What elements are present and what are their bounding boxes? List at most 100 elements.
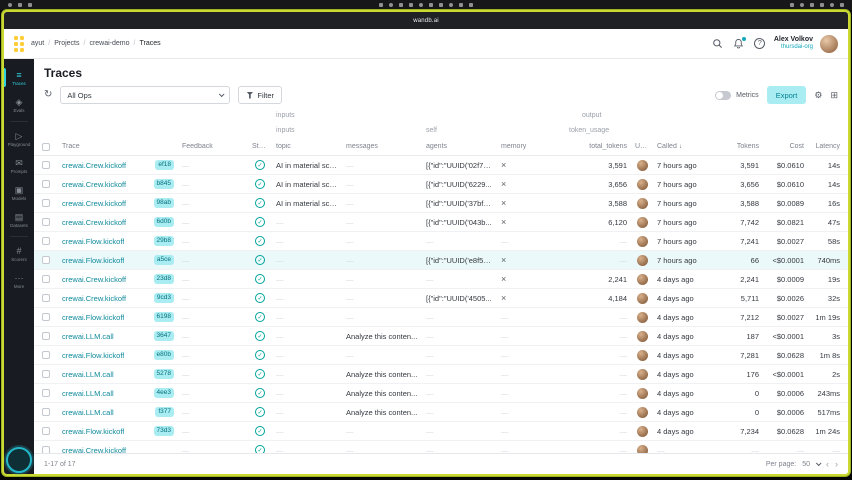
breadcrumb-projects[interactable]: Projects bbox=[54, 40, 80, 47]
breadcrumb-entity[interactable]: ayut bbox=[31, 40, 45, 47]
col-cost[interactable]: Cost bbox=[789, 143, 804, 150]
trace-id-badge[interactable]: 98ab bbox=[153, 198, 174, 208]
refresh-icon[interactable]: ↻ bbox=[44, 89, 53, 100]
trace-id-badge[interactable]: f377 bbox=[155, 407, 174, 417]
trace-link[interactable]: crewai.Crew.kickoff bbox=[62, 274, 127, 284]
next-page-button[interactable]: › bbox=[835, 458, 838, 469]
trace-id-badge[interactable]: 5278 bbox=[153, 369, 174, 379]
col-total-tokens[interactable]: total_tokens bbox=[589, 143, 627, 150]
table-row[interactable]: crewai.Crew.kickoff ef18 — ✓ AI in mater… bbox=[34, 156, 848, 175]
avatar[interactable] bbox=[820, 34, 838, 53]
trace-link[interactable]: crewai.LLM.call bbox=[62, 369, 114, 379]
sidebar-item-datasets[interactable]: ▤ Datasets bbox=[10, 211, 28, 228]
col-memory[interactable]: memory bbox=[501, 143, 527, 150]
row-checkbox[interactable] bbox=[42, 351, 50, 359]
table-row[interactable]: crewai.Crew.kickoff 98ab — ✓ AI in mater… bbox=[34, 194, 848, 213]
col-feedback[interactable]: Feedback bbox=[182, 143, 213, 150]
trace-link[interactable]: crewai.LLM.call bbox=[62, 407, 114, 417]
table-row[interactable]: crewai.Flow.kickoff a5ce — ✓ — — [{"id":… bbox=[34, 251, 848, 270]
gear-icon[interactable]: ⚙ bbox=[814, 89, 823, 100]
table-row[interactable]: crewai.Crew.kickoff 9cd3 — ✓ — — [{"id":… bbox=[34, 289, 848, 308]
metrics-toggle[interactable] bbox=[715, 90, 732, 100]
trace-link[interactable]: crewai.Crew.kickoff bbox=[62, 179, 127, 189]
trace-link[interactable]: crewai.Flow.kickoff bbox=[62, 255, 125, 265]
trace-id-badge[interactable]: 9cd3 bbox=[153, 293, 174, 303]
col-topic[interactable]: topic bbox=[276, 143, 291, 150]
sidebar-item-traces[interactable]: ≡ Traces bbox=[4, 64, 34, 91]
row-checkbox[interactable] bbox=[42, 161, 50, 169]
col-trace[interactable]: Trace bbox=[62, 143, 80, 150]
trace-id-badge[interactable]: 73d3 bbox=[153, 426, 174, 436]
table-row[interactable]: crewai.Crew.kickoff — ✓ — — — — — — — — … bbox=[34, 441, 848, 453]
trace-id-badge[interactable]: 29b8 bbox=[153, 236, 174, 246]
row-checkbox[interactable] bbox=[42, 180, 50, 188]
trace-link[interactable]: crewai.Crew.kickoff bbox=[62, 217, 127, 227]
help-icon[interactable]: ? bbox=[753, 37, 767, 51]
row-checkbox[interactable] bbox=[42, 294, 50, 302]
table-row[interactable]: crewai.LLM.call 4ee3 — ✓ — Analyze this … bbox=[34, 384, 848, 403]
ops-filter-select[interactable]: All Ops bbox=[60, 86, 231, 104]
table-row[interactable]: crewai.Flow.kickoff e80b — ✓ — — — — — 4… bbox=[34, 346, 848, 365]
table-row[interactable]: crewai.Flow.kickoff 29b8 — ✓ — — — — — 7… bbox=[34, 232, 848, 251]
table-row[interactable]: crewai.LLM.call 5278 — ✓ — Analyze this … bbox=[34, 365, 848, 384]
wandb-logo-icon[interactable] bbox=[14, 35, 24, 52]
export-button[interactable]: Export bbox=[766, 86, 807, 104]
trace-id-badge[interactable]: e80b bbox=[153, 350, 174, 360]
prev-page-button[interactable]: ‹ bbox=[826, 458, 829, 469]
trace-id-badge[interactable]: 4ee3 bbox=[153, 388, 174, 398]
row-checkbox[interactable] bbox=[42, 256, 50, 264]
col-tokens[interactable]: Tokens bbox=[736, 143, 759, 150]
row-checkbox[interactable] bbox=[42, 370, 50, 378]
table-row[interactable]: crewai.Flow.kickoff 73d3 — ✓ — — — — — 4… bbox=[34, 422, 848, 441]
trace-link[interactable]: crewai.LLM.call bbox=[62, 331, 114, 341]
trace-id-badge[interactable]: 6198 bbox=[153, 312, 174, 322]
sidebar-item-more[interactable]: ⋯ More bbox=[13, 272, 25, 289]
col-messages[interactable]: messages bbox=[346, 143, 378, 150]
notifications-bell-icon[interactable] bbox=[732, 36, 746, 51]
table-row[interactable]: crewai.LLM.call 3647 — ✓ — Analyze this … bbox=[34, 327, 848, 346]
trace-id-badge[interactable]: ef18 bbox=[155, 160, 174, 170]
select-all-checkbox[interactable] bbox=[42, 142, 50, 151]
user-menu[interactable]: Alex Volkov thursdai-org bbox=[774, 36, 813, 52]
col-called[interactable]: Called ↓ bbox=[657, 143, 682, 150]
trace-link[interactable]: crewai.Crew.kickoff bbox=[62, 198, 127, 208]
search-icon[interactable] bbox=[711, 37, 725, 51]
row-checkbox[interactable] bbox=[42, 237, 50, 245]
recording-indicator[interactable] bbox=[6, 447, 32, 473]
trace-link[interactable]: crewai.LLM.call bbox=[62, 388, 114, 398]
row-checkbox[interactable] bbox=[42, 408, 50, 416]
breadcrumb-project-name[interactable]: crewai-demo bbox=[89, 40, 130, 47]
trace-link[interactable]: crewai.Flow.kickoff bbox=[62, 350, 125, 360]
sidebar-item-playground[interactable]: ▷ Playground bbox=[7, 130, 31, 147]
sidebar-item-scorers[interactable]: # Scorers bbox=[11, 245, 27, 262]
row-checkbox[interactable] bbox=[42, 199, 50, 207]
table-row[interactable]: crewai.Flow.kickoff 6198 — ✓ — — — — — 4… bbox=[34, 308, 848, 327]
row-checkbox[interactable] bbox=[42, 275, 50, 283]
trace-id-badge[interactable]: 23d8 bbox=[153, 274, 174, 284]
row-checkbox[interactable] bbox=[42, 389, 50, 397]
trace-id-badge[interactable]: b845 bbox=[153, 179, 174, 189]
columns-grid-icon[interactable]: ⊞ bbox=[830, 89, 838, 100]
trace-link[interactable]: crewai.Crew.kickoff bbox=[62, 445, 127, 454]
table-row[interactable]: crewai.Crew.kickoff b845 — ✓ AI in mater… bbox=[34, 175, 848, 194]
sidebar-item-models[interactable]: ▣ Models bbox=[11, 184, 27, 201]
table-row[interactable]: crewai.Crew.kickoff 6d0b — ✓ — — [{"id":… bbox=[34, 213, 848, 232]
per-page-value[interactable]: 50 bbox=[802, 460, 810, 468]
row-checkbox[interactable] bbox=[42, 218, 50, 226]
row-checkbox[interactable] bbox=[42, 427, 50, 435]
trace-id-badge[interactable]: a5ce bbox=[153, 255, 174, 265]
trace-id-badge[interactable]: 6d0b bbox=[153, 217, 174, 227]
trace-link[interactable]: crewai.Crew.kickoff bbox=[62, 160, 127, 170]
row-checkbox[interactable] bbox=[42, 446, 50, 453]
trace-link[interactable]: crewai.Flow.kickoff bbox=[62, 236, 125, 246]
row-checkbox[interactable] bbox=[42, 313, 50, 321]
col-agents[interactable]: agents bbox=[426, 143, 448, 150]
trace-link[interactable]: crewai.Crew.kickoff bbox=[62, 293, 127, 303]
trace-link[interactable]: crewai.Flow.kickoff bbox=[62, 426, 125, 436]
col-status[interactable]: Status bbox=[252, 143, 272, 150]
col-latency[interactable]: Latency bbox=[815, 143, 840, 150]
chevron-down-icon[interactable] bbox=[815, 460, 822, 467]
col-user[interactable]: User bbox=[635, 143, 650, 150]
trace-id-badge[interactable]: 3647 bbox=[153, 331, 174, 341]
filter-button[interactable]: Filter bbox=[238, 86, 283, 104]
